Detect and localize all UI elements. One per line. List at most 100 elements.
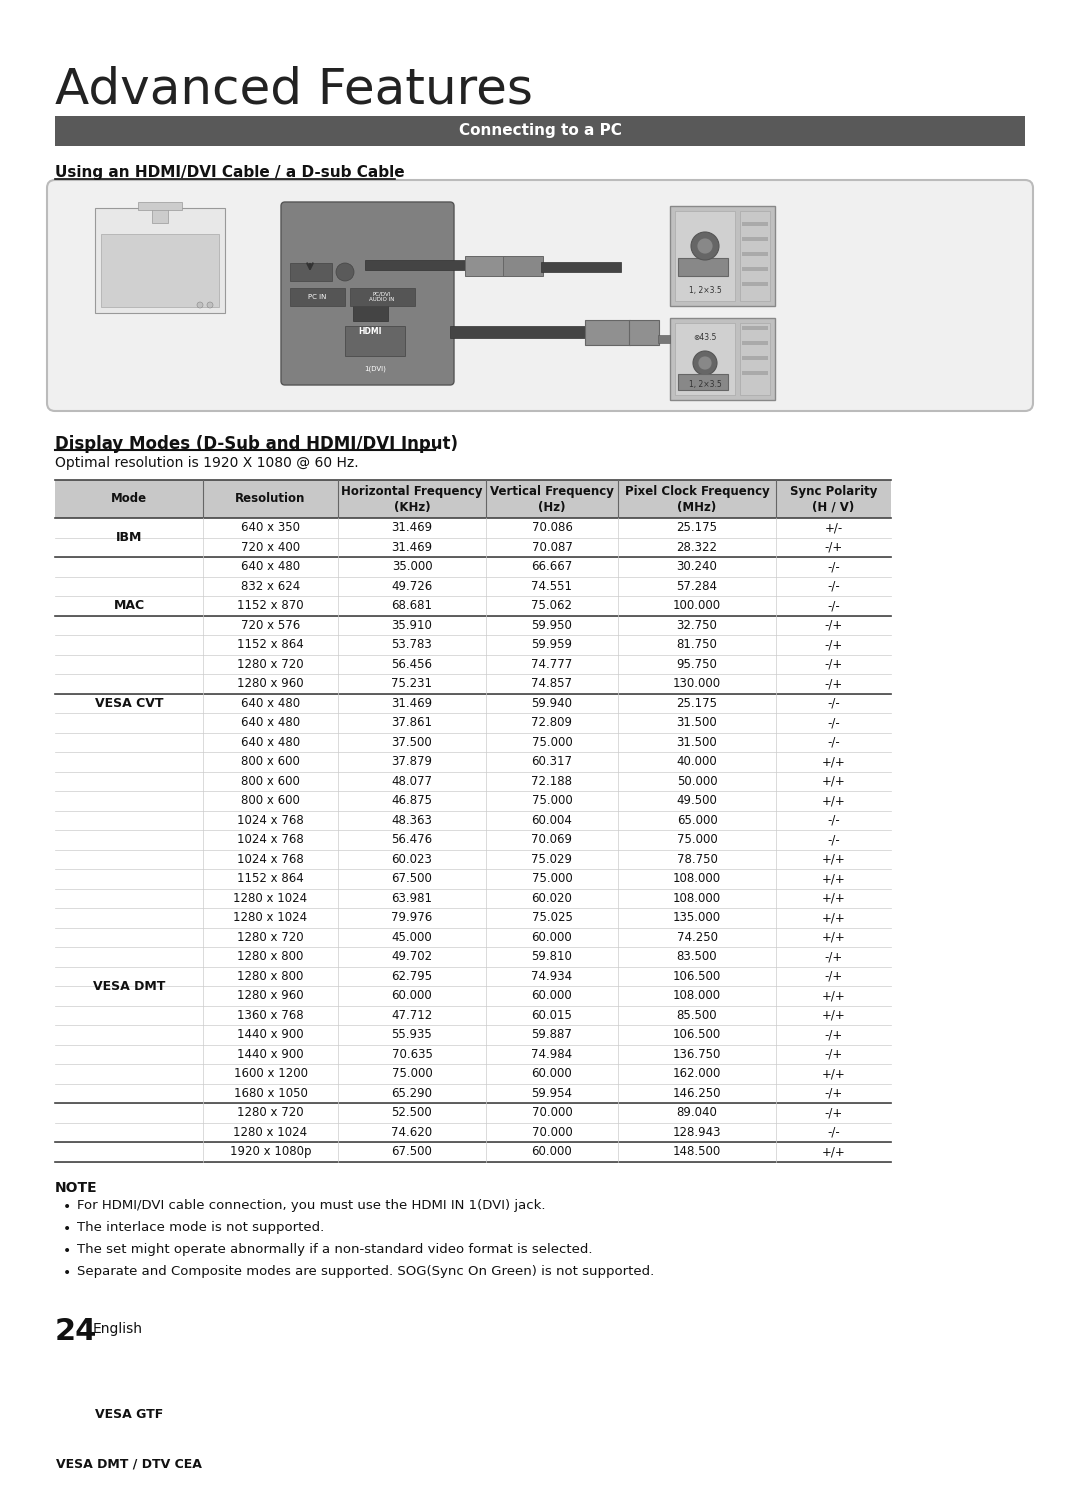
Bar: [465, 255, 505, 276]
Bar: [55, 1044, 891, 1064]
Text: 45.000: 45.000: [392, 931, 432, 944]
Bar: [291, 263, 332, 281]
Text: 1024 x 768: 1024 x 768: [238, 814, 303, 826]
Text: 70.000: 70.000: [531, 1126, 572, 1138]
Text: 1280 x 800: 1280 x 800: [238, 970, 303, 983]
Text: 640 x 480: 640 x 480: [241, 716, 300, 729]
Text: 75.000: 75.000: [392, 1067, 432, 1080]
Bar: [675, 211, 735, 300]
Text: 74.250: 74.250: [676, 931, 717, 944]
Text: 146.250: 146.250: [673, 1086, 721, 1100]
Bar: [95, 208, 225, 314]
Text: The interlace mode is not supported.: The interlace mode is not supported.: [77, 1222, 324, 1234]
Bar: [678, 374, 728, 390]
Text: 31.469: 31.469: [391, 696, 433, 710]
Text: 640 x 480: 640 x 480: [241, 696, 300, 710]
Text: -/-: -/-: [827, 716, 840, 729]
Bar: [55, 557, 891, 577]
Text: 70.069: 70.069: [531, 834, 572, 846]
Bar: [55, 908, 891, 928]
Bar: [742, 238, 768, 241]
Text: 49.500: 49.500: [676, 795, 717, 807]
Bar: [742, 282, 768, 285]
Bar: [742, 223, 768, 226]
Text: 50.000: 50.000: [677, 775, 717, 787]
Text: 100.000: 100.000: [673, 599, 721, 613]
Text: +/+: +/+: [822, 1008, 846, 1022]
Text: PC IN: PC IN: [308, 294, 326, 300]
Text: 53.783: 53.783: [392, 638, 432, 651]
Text: VESA CVT: VESA CVT: [95, 696, 163, 710]
Bar: [55, 538, 891, 557]
Text: 1360 x 768: 1360 x 768: [238, 1008, 303, 1022]
Bar: [350, 288, 415, 306]
Text: -/+: -/+: [824, 619, 842, 632]
Text: 56.476: 56.476: [391, 834, 433, 846]
Text: 1600 x 1200: 1600 x 1200: [233, 1067, 308, 1080]
Text: 1280 x 800: 1280 x 800: [238, 950, 303, 964]
Text: 1280 x 720: 1280 x 720: [238, 931, 303, 944]
Text: 75.231: 75.231: [391, 677, 432, 690]
Text: VESA DMT: VESA DMT: [93, 980, 165, 992]
Circle shape: [697, 238, 713, 254]
Text: 1440 x 900: 1440 x 900: [238, 1028, 303, 1041]
Text: +/+: +/+: [822, 1146, 846, 1158]
Bar: [678, 258, 728, 276]
Text: -/-: -/-: [827, 696, 840, 710]
Text: 25.175: 25.175: [676, 521, 717, 535]
Text: 79.976: 79.976: [391, 911, 433, 925]
Bar: [55, 732, 891, 751]
Bar: [365, 260, 465, 270]
Text: PC/DVI
AUDIO IN: PC/DVI AUDIO IN: [369, 291, 394, 302]
Text: 60.004: 60.004: [531, 814, 572, 826]
Text: MAC: MAC: [113, 599, 145, 613]
Text: For HDMI/DVI cable connection, you must use the HDMI IN 1(DVI) jack.: For HDMI/DVI cable connection, you must …: [77, 1200, 545, 1213]
Bar: [55, 1103, 891, 1122]
Text: Pixel Clock Frequency
(MHz): Pixel Clock Frequency (MHz): [624, 484, 769, 514]
Text: 108.000: 108.000: [673, 872, 721, 886]
Text: -/-: -/-: [827, 834, 840, 846]
Bar: [55, 967, 891, 986]
Text: Horizontal Frequency
(KHz): Horizontal Frequency (KHz): [341, 484, 483, 514]
Text: -/+: -/+: [824, 1047, 842, 1061]
Text: -/-: -/-: [827, 735, 840, 748]
Circle shape: [698, 356, 712, 371]
Text: 67.500: 67.500: [392, 872, 432, 886]
Text: 28.322: 28.322: [676, 541, 717, 554]
Bar: [55, 117, 1025, 146]
Text: 1280 x 960: 1280 x 960: [238, 677, 303, 690]
Bar: [55, 713, 891, 732]
Text: 74.857: 74.857: [531, 677, 572, 690]
Text: 1(DVI): 1(DVI): [364, 366, 386, 372]
Text: Resolution: Resolution: [235, 493, 306, 505]
Text: 37.500: 37.500: [392, 735, 432, 748]
Circle shape: [197, 302, 203, 308]
Text: 1, 2×3.5: 1, 2×3.5: [689, 381, 721, 390]
Text: 31.469: 31.469: [391, 541, 433, 554]
Text: 37.861: 37.861: [391, 716, 432, 729]
Bar: [742, 267, 768, 270]
Bar: [742, 252, 768, 255]
Text: 75.029: 75.029: [531, 853, 572, 865]
Text: -/+: -/+: [824, 1028, 842, 1041]
Text: -/-: -/-: [827, 814, 840, 826]
Text: 59.810: 59.810: [531, 950, 572, 964]
Bar: [55, 947, 891, 967]
Text: 60.020: 60.020: [531, 892, 572, 905]
Text: 640 x 480: 640 x 480: [241, 735, 300, 748]
Text: Connecting to a PC: Connecting to a PC: [459, 124, 621, 139]
Text: -/+: -/+: [824, 1106, 842, 1119]
Text: 70.086: 70.086: [531, 521, 572, 535]
Bar: [675, 323, 735, 394]
Bar: [102, 235, 219, 306]
Text: 78.750: 78.750: [676, 853, 717, 865]
Text: 1280 x 720: 1280 x 720: [238, 1106, 303, 1119]
Bar: [503, 255, 543, 276]
Text: IBM: IBM: [116, 530, 143, 544]
Bar: [658, 335, 670, 344]
Text: 1152 x 864: 1152 x 864: [238, 872, 303, 886]
Text: 74.777: 74.777: [531, 657, 572, 671]
Text: 25.175: 25.175: [676, 696, 717, 710]
Bar: [291, 288, 345, 306]
Text: 832 x 624: 832 x 624: [241, 580, 300, 593]
